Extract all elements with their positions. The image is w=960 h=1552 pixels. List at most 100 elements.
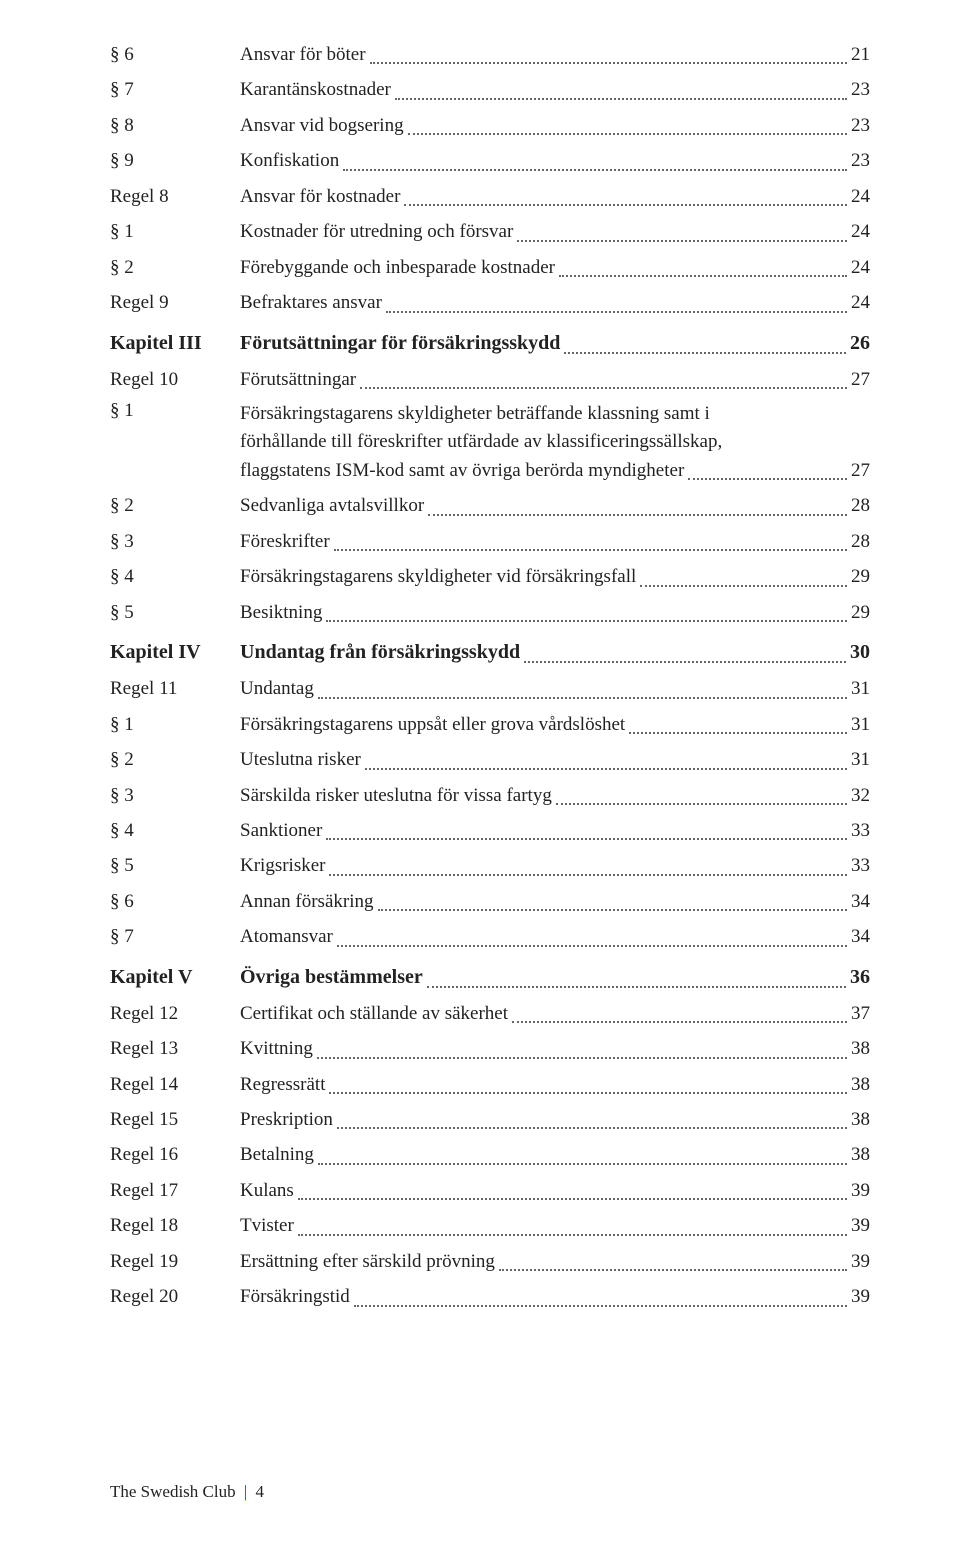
toc-page-number: 36	[850, 962, 870, 993]
toc-row: Regel 19Ersättning efter särskild prövni…	[110, 1247, 870, 1276]
toc-entry-text: Regressrätt	[240, 1070, 325, 1099]
toc-page-number: 33	[851, 851, 870, 880]
toc-entry-text: Kulans	[240, 1176, 294, 1205]
toc-label: § 1	[110, 400, 240, 422]
toc-entry-text: Tvister	[240, 1211, 294, 1240]
toc-entry-text: Föreskrifter	[240, 527, 330, 556]
toc-label: Regel 15	[110, 1105, 240, 1134]
toc-leader	[337, 1127, 847, 1129]
footer-brand: The Swedish Club	[110, 1482, 236, 1501]
toc-page-number: 33	[851, 816, 870, 845]
toc-page-number: 28	[851, 491, 870, 520]
toc-leader	[360, 387, 847, 389]
toc-entry-text: Besiktning	[240, 598, 322, 627]
toc-entry-text: Kostnader för utredning och försvar	[240, 217, 513, 246]
toc-label: Regel 19	[110, 1247, 240, 1276]
toc-row: § 5Krigsrisker33	[110, 851, 870, 880]
toc-label: § 2	[110, 745, 240, 774]
table-of-contents: § 6Ansvar för böter21 § 7Karantänskostnad…	[110, 40, 870, 1312]
toc-page-number: 24	[851, 182, 870, 211]
toc-leader	[298, 1198, 847, 1200]
toc-leader	[427, 986, 846, 988]
toc-leader	[404, 204, 847, 206]
toc-entry-text: Försäkringstagarens skyldigheter beträff…	[240, 400, 870, 486]
toc-leader	[556, 803, 847, 805]
toc-label: Regel 16	[110, 1140, 240, 1169]
toc-row: § 4Sanktioner 33	[110, 816, 870, 845]
toc-leader	[395, 98, 847, 100]
toc-leader	[524, 661, 846, 663]
toc-label: Regel 10	[110, 365, 240, 394]
toc-chapter-row: Kapitel IIIFörutsättningar för försäkrin…	[110, 328, 870, 359]
toc-label: Regel 8	[110, 182, 240, 211]
toc-leader	[370, 62, 847, 64]
toc-entry-text: Certifikat och ställande av säkerhet	[240, 999, 508, 1028]
toc-page-number: 38	[851, 1034, 870, 1063]
toc-row: Regel 18Tvister39	[110, 1211, 870, 1240]
toc-page-number: 38	[851, 1105, 870, 1134]
toc-row: § 7Karantänskostnader23	[110, 75, 870, 104]
toc-page-number: 34	[851, 887, 870, 916]
toc-leader	[499, 1269, 847, 1271]
toc-page-number: 31	[851, 710, 870, 739]
toc-page-number: 34	[851, 922, 870, 951]
toc-label: § 3	[110, 781, 240, 810]
toc-row: § 3Särskilda risker uteslutna för vissa …	[110, 781, 870, 810]
toc-leader	[517, 240, 847, 242]
toc-label: Regel 20	[110, 1282, 240, 1311]
toc-entry-text: Sedvanliga avtalsvillkor	[240, 491, 424, 520]
toc-row: § 3Föreskrifter28	[110, 527, 870, 556]
toc-row: § 1Försäkringstagarens uppsåt eller grov…	[110, 710, 870, 739]
toc-page-number: 31	[851, 745, 870, 774]
toc-leader	[343, 169, 847, 171]
toc-leader	[318, 1163, 847, 1165]
toc-leader	[629, 732, 847, 734]
toc-leader	[640, 585, 847, 587]
toc-label: § 7	[110, 75, 240, 104]
toc-entry-text: Ansvar vid bogsering	[240, 111, 404, 140]
toc-leader	[428, 514, 847, 516]
toc-row: § 2Uteslutna risker31	[110, 745, 870, 774]
toc-leader	[365, 768, 847, 770]
toc-label: Kapitel V	[110, 962, 240, 993]
toc-label: § 2	[110, 253, 240, 282]
page-footer: The Swedish Club | 4	[110, 1482, 264, 1502]
toc-entry-text: Sanktioner	[240, 816, 322, 845]
toc-entry-text: Särskilda risker uteslutna för vissa far…	[240, 781, 552, 810]
toc-label: § 4	[110, 562, 240, 591]
toc-row: Regel 13Kvittning38	[110, 1034, 870, 1063]
toc-label: Kapitel IV	[110, 637, 240, 668]
toc-page-number: 24	[851, 217, 870, 246]
toc-label: § 1	[110, 217, 240, 246]
toc-label: § 8	[110, 111, 240, 140]
toc-entry-text: Försäkringstagarens skyldigheter vid för…	[240, 562, 636, 591]
toc-entry-text: Befraktares ansvar	[240, 288, 382, 317]
toc-entry-text: Krigsrisker	[240, 851, 325, 880]
toc-label: Regel 11	[110, 674, 240, 703]
toc-entry-text: Försäkringstagarens uppsåt eller grova v…	[240, 710, 625, 739]
toc-row: § 5Besiktning29	[110, 598, 870, 627]
toc-leader	[337, 945, 847, 947]
toc-entry-text: Förutsättningar	[240, 365, 356, 394]
toc-label: § 2	[110, 491, 240, 520]
toc-page-number: 26	[850, 328, 870, 359]
toc-entry-text: Ansvar för böter	[240, 40, 366, 69]
toc-page-number: 23	[851, 146, 870, 175]
toc-page-number: 23	[851, 111, 870, 140]
toc-row: § 4Försäkringstagarens skyldigheter vid …	[110, 562, 870, 591]
toc-row: § 6Ansvar för böter21	[110, 40, 870, 69]
toc-leader	[408, 133, 847, 135]
toc-label: Regel 13	[110, 1034, 240, 1063]
toc-leader	[326, 838, 847, 840]
toc-page-number: 28	[851, 527, 870, 556]
toc-page-number: 39	[851, 1211, 870, 1240]
toc-row: § 2Förebyggande och inbesparade kostnade…	[110, 253, 870, 282]
toc-page-number: 24	[851, 253, 870, 282]
toc-entry-text: Betalning	[240, 1140, 314, 1169]
toc-page-number: 38	[851, 1070, 870, 1099]
toc-row: § 1Kostnader för utredning och försvar 24	[110, 217, 870, 246]
toc-label: Regel 9	[110, 288, 240, 317]
toc-label: § 7	[110, 922, 240, 951]
toc-entry-text: Försäkringstid	[240, 1282, 350, 1311]
toc-label: § 4	[110, 816, 240, 845]
